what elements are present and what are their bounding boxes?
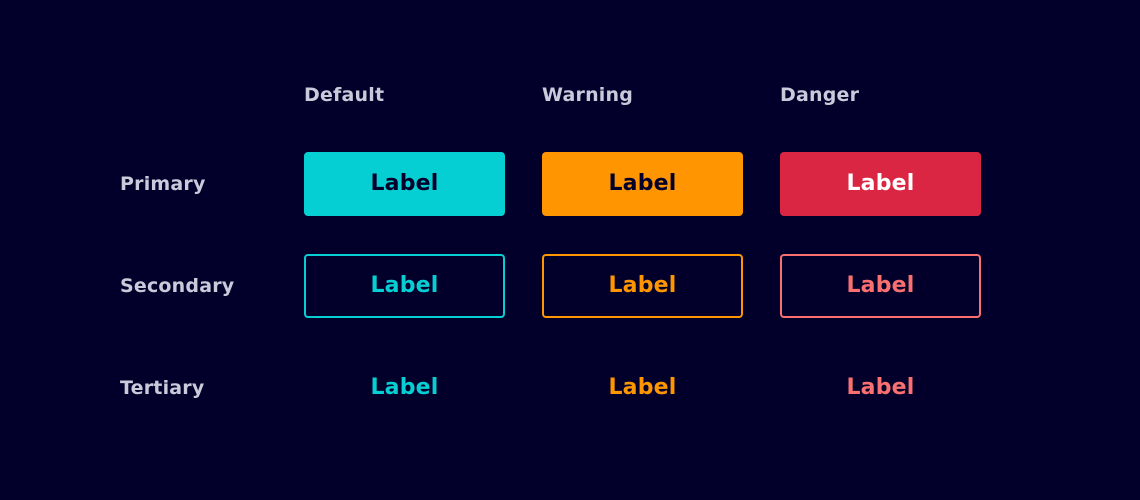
button-secondary-default[interactable]: Label — [304, 254, 505, 318]
button-label: Label — [846, 375, 915, 400]
row-label-tertiary: Tertiary — [120, 377, 205, 399]
cell-secondary-warning: Label — [542, 254, 743, 318]
button-secondary-danger[interactable]: Label — [780, 254, 981, 318]
button-tertiary-warning[interactable]: Label — [542, 356, 743, 420]
button-label: Label — [846, 273, 915, 298]
cell-secondary-danger: Label — [780, 254, 981, 318]
column-header-default: Default — [304, 84, 385, 106]
cell-primary-warning: Label — [542, 152, 743, 216]
button-label: Label — [846, 171, 915, 196]
cell-secondary-default: Label — [304, 254, 505, 318]
cell-tertiary-danger: Label — [780, 356, 981, 420]
button-label: Label — [608, 171, 677, 196]
button-label: Label — [608, 375, 677, 400]
button-label: Label — [370, 171, 439, 196]
row-label-primary: Primary — [120, 173, 206, 195]
column-header-warning: Warning — [542, 84, 634, 106]
cell-tertiary-warning: Label — [542, 356, 743, 420]
button-label: Label — [370, 273, 439, 298]
button-primary-danger[interactable]: Label — [780, 152, 981, 216]
row-label-secondary: Secondary — [120, 275, 235, 297]
button-primary-default[interactable]: Label — [304, 152, 505, 216]
button-tertiary-default[interactable]: Label — [304, 356, 505, 420]
button-secondary-warning[interactable]: Label — [542, 254, 743, 318]
button-label: Label — [608, 273, 677, 298]
column-header-danger: Danger — [780, 84, 860, 106]
cell-primary-danger: Label — [780, 152, 981, 216]
button-label: Label — [370, 375, 439, 400]
button-primary-warning[interactable]: Label — [542, 152, 743, 216]
cell-primary-default: Label — [304, 152, 505, 216]
cell-tertiary-default: Label — [304, 356, 505, 420]
button-tertiary-danger[interactable]: Label — [780, 356, 981, 420]
